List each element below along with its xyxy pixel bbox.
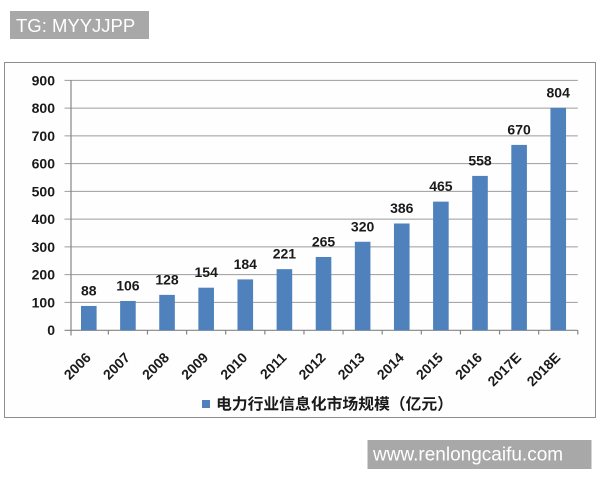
svg-text:600: 600 — [32, 156, 56, 172]
svg-text:128: 128 — [155, 271, 179, 287]
svg-text:500: 500 — [32, 183, 56, 199]
svg-text:200: 200 — [32, 267, 56, 283]
svg-text:700: 700 — [32, 128, 56, 144]
svg-text:TG: MYYJJPP: TG: MYYJJPP — [16, 15, 135, 36]
svg-text:320: 320 — [351, 218, 375, 234]
svg-text:154: 154 — [195, 264, 219, 280]
svg-text:558: 558 — [468, 152, 492, 168]
svg-text:386: 386 — [390, 200, 414, 216]
svg-text:300: 300 — [32, 239, 56, 255]
svg-text:221: 221 — [273, 246, 297, 262]
svg-text:100: 100 — [32, 294, 56, 310]
svg-text:465: 465 — [429, 178, 453, 194]
svg-text:106: 106 — [116, 278, 140, 294]
svg-text:804: 804 — [547, 84, 571, 100]
svg-text:0: 0 — [47, 322, 55, 338]
svg-text:265: 265 — [312, 234, 336, 250]
svg-text:184: 184 — [234, 256, 258, 272]
svg-text:900: 900 — [32, 72, 56, 88]
svg-text:800: 800 — [32, 100, 56, 116]
svg-text:www.renlongcaifu.com: www.renlongcaifu.com — [372, 445, 563, 466]
svg-text:400: 400 — [32, 211, 56, 227]
svg-text:88: 88 — [81, 283, 97, 299]
svg-text:670: 670 — [507, 121, 531, 137]
